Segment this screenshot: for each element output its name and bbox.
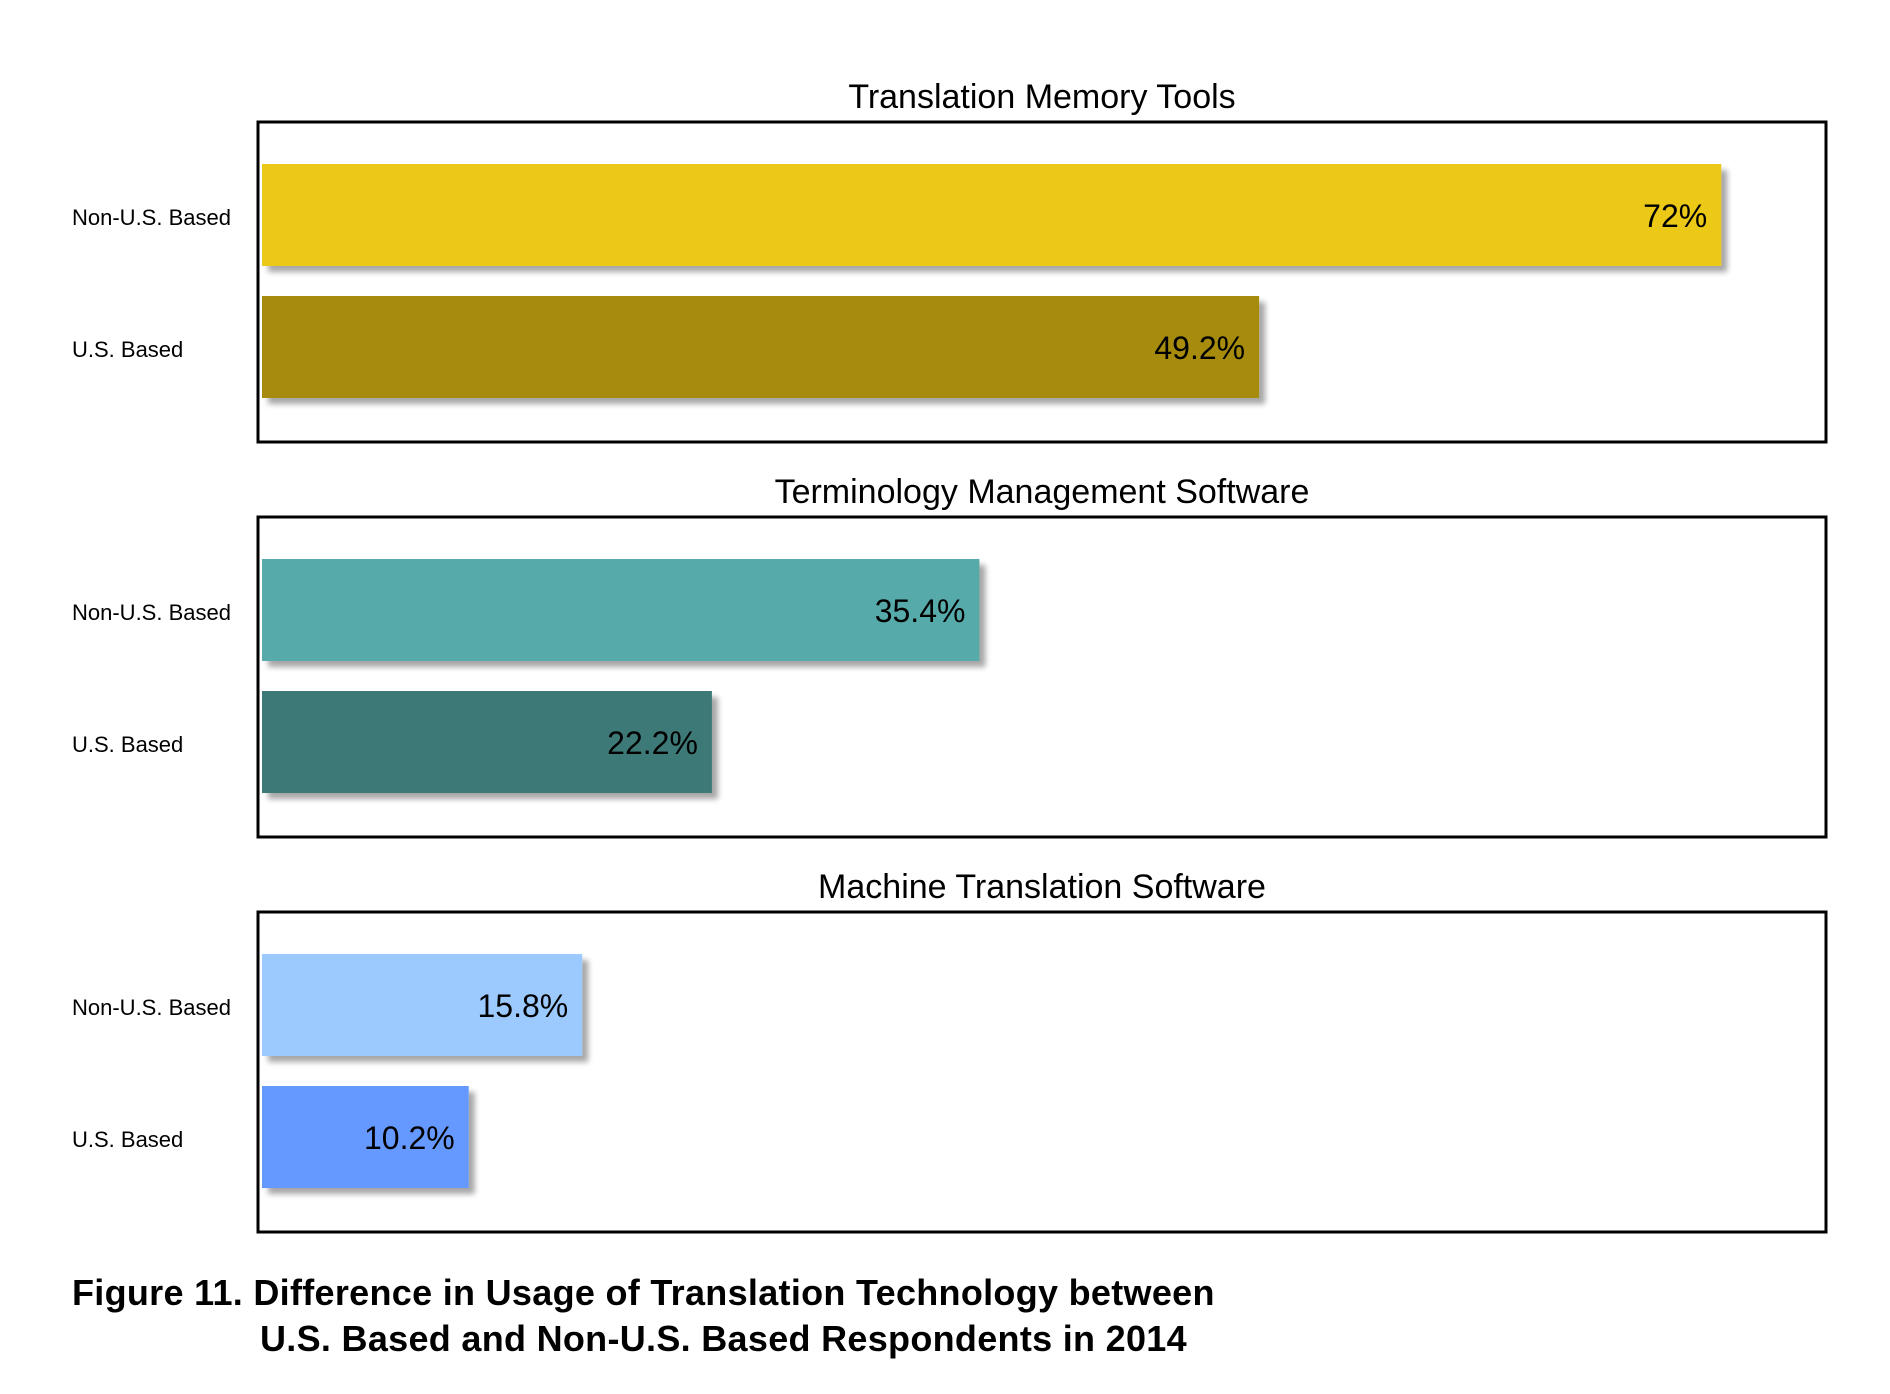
- panel-frame: [256, 910, 1828, 1234]
- value-label: 35.4%: [875, 593, 966, 629]
- category-label: U.S. Based: [72, 1127, 183, 1152]
- value-label: 10.2%: [364, 1120, 455, 1156]
- value-label: 15.8%: [477, 988, 568, 1024]
- figure-caption: Figure 11. Difference in Usage of Transl…: [72, 1270, 1572, 1362]
- category-label: Non-U.S. Based: [72, 995, 231, 1020]
- panel-machine-translation-software: Machine Translation Software Non-U.S. Bas…: [72, 868, 1828, 1234]
- panel-translation-memory-tools: Translation Memory Tools Non-U.S. Based 72…: [72, 78, 1828, 444]
- chart-canvas: Translation Memory Tools Non-U.S. Based 72…: [72, 78, 1828, 1234]
- category-label: Non-U.S. Based: [72, 600, 231, 625]
- value-label: 72%: [1643, 198, 1707, 234]
- value-label: 49.2%: [1154, 330, 1245, 366]
- value-label: 22.2%: [607, 725, 698, 761]
- bar-u-s-based: [262, 296, 1260, 398]
- figure-caption-line2: U.S. Based and Non-U.S. Based Respondent…: [260, 1318, 1187, 1359]
- panel-title: Terminology Management Software: [775, 473, 1310, 511]
- bar-non-u-s-based: [262, 164, 1722, 266]
- panel-terminology-management-software: Terminology Management Software Non-U.S. …: [72, 473, 1828, 839]
- panel-frame: [256, 120, 1828, 444]
- bar-u-s-based: [262, 691, 712, 793]
- figure-caption-line1: Figure 11. Difference in Usage of Transl…: [72, 1272, 1215, 1313]
- panel-title: Machine Translation Software: [818, 868, 1266, 906]
- category-label: Non-U.S. Based: [72, 205, 231, 230]
- panel-title: Translation Memory Tools: [848, 78, 1235, 116]
- category-label: U.S. Based: [72, 337, 183, 362]
- category-label: U.S. Based: [72, 732, 183, 757]
- panel-frame: [256, 515, 1828, 839]
- bar-non-u-s-based: [262, 954, 583, 1056]
- bar-non-u-s-based: [262, 559, 980, 661]
- bar-u-s-based: [262, 1086, 469, 1188]
